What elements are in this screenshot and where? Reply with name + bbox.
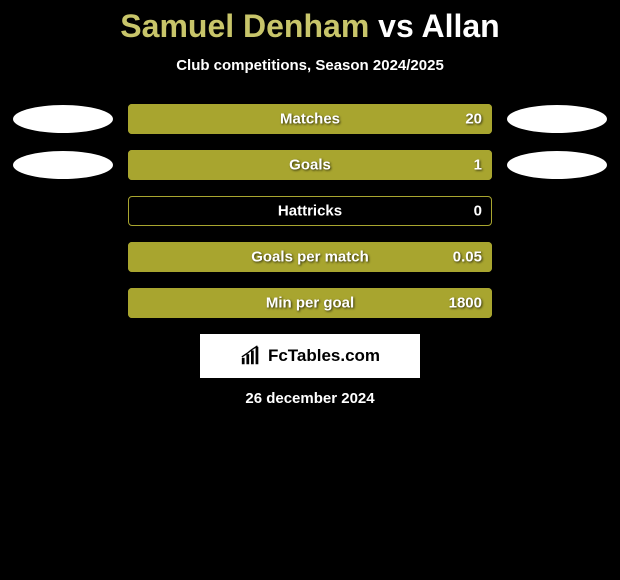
stats-container: Matches 20 Goals 1 Hattricks 0 Goals per match… <box>0 104 620 318</box>
stat-label: Hattricks <box>278 203 342 220</box>
player-avatar-left <box>13 151 113 179</box>
stat-bar: Goals 1 <box>128 150 492 180</box>
stat-bar: Hattricks 0 <box>128 196 492 226</box>
title-player2: Allan <box>421 8 499 44</box>
stat-row: Goals 1 <box>8 150 612 180</box>
stat-value: 1800 <box>449 295 482 312</box>
stat-bar: Goals per match 0.05 <box>128 242 492 272</box>
avatar-left-slot <box>8 151 118 179</box>
avatar-left-slot <box>8 105 118 133</box>
stat-row: Matches 20 <box>8 104 612 134</box>
avatar-right-slot <box>502 151 612 179</box>
stat-value: 0.05 <box>453 249 482 266</box>
page-title: Samuel Denham vs Allan <box>0 8 620 45</box>
stat-row: Goals per match 0.05 <box>8 242 612 272</box>
stat-label: Goals <box>289 157 331 174</box>
chart-icon <box>240 345 262 367</box>
player-avatar-left <box>13 105 113 133</box>
stat-row: Min per goal 1800 <box>8 288 612 318</box>
stat-value: 1 <box>474 157 482 174</box>
stat-row: Hattricks 0 <box>8 196 612 226</box>
player-avatar-right <box>507 105 607 133</box>
stat-value: 0 <box>474 203 482 220</box>
avatar-right-slot <box>502 105 612 133</box>
stat-label: Goals per match <box>251 249 369 266</box>
title-player1: Samuel Denham <box>120 8 369 44</box>
subtitle: Club competitions, Season 2024/2025 <box>0 57 620 74</box>
stat-bar: Matches 20 <box>128 104 492 134</box>
player-avatar-right <box>507 151 607 179</box>
title-vs: vs <box>378 8 414 44</box>
logo-box[interactable]: FcTables.com <box>200 334 420 378</box>
stat-bar: Min per goal 1800 <box>128 288 492 318</box>
stat-label: Matches <box>280 111 340 128</box>
stat-label: Min per goal <box>266 295 354 312</box>
date-label: 26 december 2024 <box>0 390 620 407</box>
stat-value: 20 <box>465 111 482 128</box>
logo-text: FcTables.com <box>268 346 380 366</box>
